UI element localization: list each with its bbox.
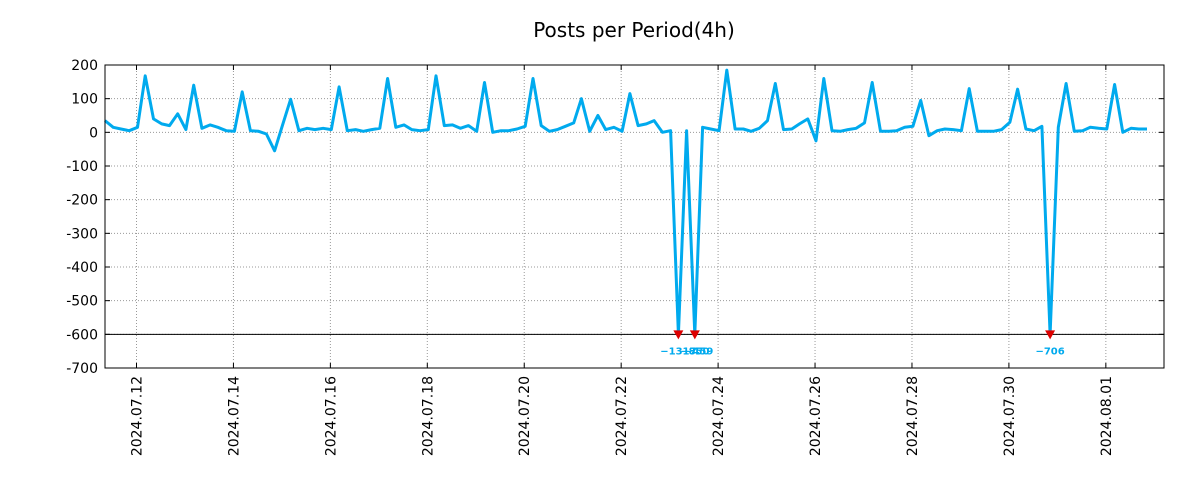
y-tick-label: -300 <box>66 226 98 242</box>
x-axis: 2024.07.12 2024.07.14 2024.07.16 2024.07.18… <box>130 65 1115 456</box>
x-tick-label: 2024.07.20 <box>517 376 533 456</box>
plot-frame <box>104 64 1165 369</box>
clipped-value-marker <box>1045 330 1056 340</box>
series-group <box>104 68 1147 336</box>
y-tick-label: -200 <box>66 193 98 209</box>
y-tick-label: -700 <box>66 361 98 377</box>
x-tick-label: 2024.07.18 <box>420 376 436 456</box>
clipped-value-marker <box>689 330 700 340</box>
y-tick-label: -600 <box>66 327 98 343</box>
marker-group: −1317−850−459 −706 <box>660 330 1065 357</box>
x-tick-label: 2024.07.24 <box>711 376 727 456</box>
clipped-value-marker <box>673 330 684 340</box>
x-tick-label: 2024.07.16 <box>323 376 339 456</box>
clipped-value-label: −706 <box>1035 346 1064 357</box>
y-axis: 200 100 0 -100 -200 -300 -400 -500 -600 -700 <box>66 58 1164 377</box>
y-tick-label: 200 <box>71 58 98 74</box>
x-tick-label: 2024.07.26 <box>808 376 824 456</box>
series-line <box>104 68 1147 336</box>
y-tick-label: -500 <box>66 294 98 310</box>
x-tick-label: 2024.07.14 <box>226 376 242 456</box>
y-tick-label: 100 <box>71 92 98 108</box>
x-tick-label: 2024.08.01 <box>1099 376 1115 456</box>
clipped-value-label: −1317 <box>660 346 696 357</box>
y-tick-label: 0 <box>89 125 98 141</box>
x-tick-label: 2024.07.22 <box>614 376 630 456</box>
chart-title: Posts per Period(4h) <box>533 18 735 42</box>
x-tick-label: 2024.07.28 <box>905 376 921 456</box>
clipped-value-label: −850 <box>680 346 709 357</box>
y-tick-label: -100 <box>66 159 98 175</box>
x-tick-label: 2024.07.30 <box>1002 376 1018 456</box>
clipped-value-label: −459 <box>684 346 713 357</box>
x-tick-label: 2024.07.12 <box>130 376 146 456</box>
y-tick-label: -400 <box>66 260 98 276</box>
